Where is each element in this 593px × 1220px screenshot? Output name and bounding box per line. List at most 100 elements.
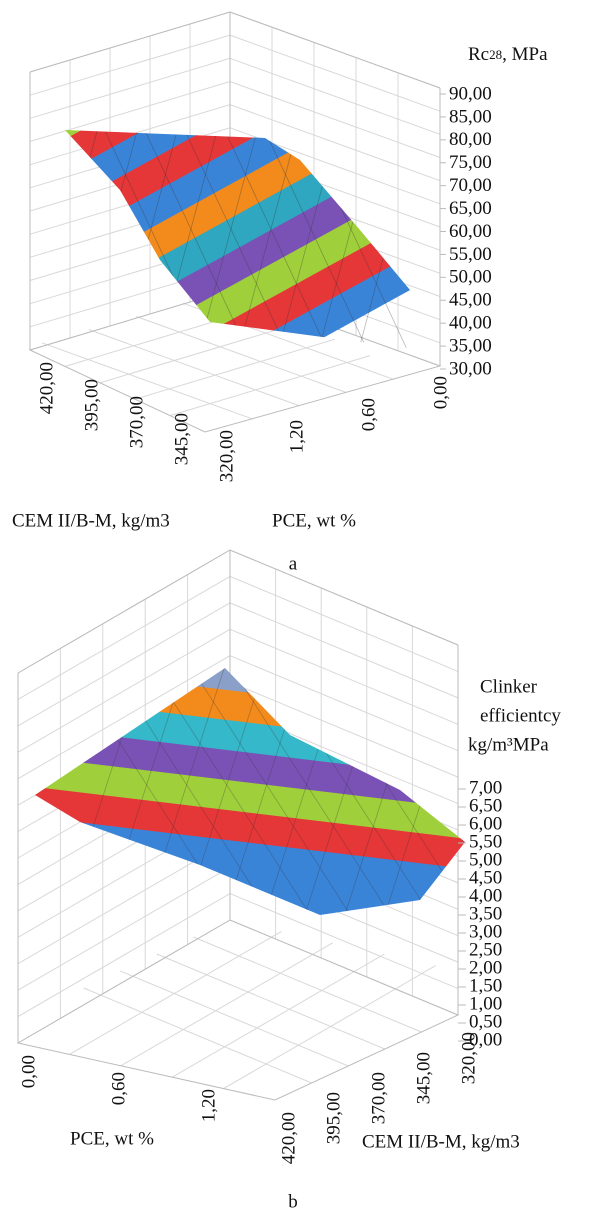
z-tick-label: 2,00 <box>469 957 502 978</box>
grid-line <box>134 338 336 400</box>
x-tick-label: 420,00 <box>36 362 57 414</box>
z-tick-label: 1,00 <box>469 993 502 1014</box>
surface-band <box>65 130 440 352</box>
z-tick-label: 0,50 <box>469 1011 502 1032</box>
mesh-line <box>139 130 281 352</box>
z-axis-title: efficientcy <box>480 705 561 726</box>
surface-band <box>65 130 440 352</box>
z-tick-label: 4,50 <box>469 867 502 888</box>
z-tick-label: 5,50 <box>469 831 502 852</box>
surface-band <box>35 724 465 851</box>
grid-line <box>17 549 459 674</box>
x-tick-label: 0,60 <box>108 1072 129 1105</box>
z-axis-title: Rc28, MPa <box>468 44 548 65</box>
z-axis-title-part: Rc <box>468 44 489 65</box>
grid-line <box>41 342 253 420</box>
mesh-line <box>99 130 241 352</box>
grid-line <box>135 315 347 393</box>
z-tick-label: 7,00 <box>469 777 502 798</box>
z-axis-title-part: 28 <box>489 47 502 62</box>
y-tick-label: 370,00 <box>368 1072 389 1124</box>
surface-band <box>65 173 440 352</box>
grid-line <box>120 970 349 1067</box>
z-tick-label: 50,00 <box>449 267 492 288</box>
z-tick-label: 90,00 <box>449 83 492 104</box>
x-axis-title: CEM II/B-M, kg/m3 <box>12 510 170 531</box>
grid-line <box>17 919 459 1044</box>
x-tick-label: 345,00 <box>171 413 192 465</box>
z-tick-label: 6,00 <box>469 813 502 834</box>
x-tick-label: 320,00 <box>216 430 237 482</box>
mesh-line <box>139 130 221 352</box>
grid-line <box>156 953 385 1050</box>
grid-line <box>83 987 312 1084</box>
surface-band <box>65 139 440 352</box>
z-tick-label: 35,00 <box>449 335 492 356</box>
grid-line <box>17 575 459 700</box>
z-tick-label: 2,50 <box>469 939 502 960</box>
z-tick-label: 70,00 <box>449 175 492 196</box>
z-tick-label: 40,00 <box>449 313 492 334</box>
z-tick-label: 3,50 <box>469 903 502 924</box>
surface-band <box>65 130 440 352</box>
y-tick-label: 395,00 <box>323 1092 344 1144</box>
z-tick-label: 1,50 <box>469 975 502 996</box>
panel-label: b <box>288 1191 298 1212</box>
mesh-line <box>179 668 361 915</box>
mesh-line <box>179 130 261 352</box>
z-axis-title: kg/m³MPa <box>468 734 549 755</box>
mesh-line <box>219 130 361 352</box>
z-axis-title: Clinker <box>480 676 538 697</box>
x-tick-label: 0,00 <box>18 1055 39 1088</box>
x-tick-label: 370,00 <box>126 396 147 448</box>
surface-band <box>35 754 465 881</box>
z-tick-label: 5,00 <box>469 849 502 870</box>
surface-band <box>35 784 465 911</box>
z-tick-label: 45,00 <box>449 290 492 311</box>
z-tick-label: 85,00 <box>449 106 492 127</box>
grid-line <box>171 953 385 1078</box>
z-axis-title-part: , MPa <box>502 44 548 65</box>
z-tick-label: 65,00 <box>449 198 492 219</box>
y-tick-label: 420,00 <box>278 1112 299 1164</box>
z-tick-label: 30,00 <box>449 358 492 379</box>
z-tick-label: 3,00 <box>469 921 502 942</box>
grid-line <box>223 965 436 1090</box>
z-tick-label: 75,00 <box>449 152 492 173</box>
floor <box>16 919 460 1101</box>
y-tick-label: 0,60 <box>358 398 379 431</box>
mesh-line <box>65 130 101 352</box>
surface-band <box>35 694 465 821</box>
x-axis-title: PCE, wt % <box>70 1128 154 1149</box>
grid-line <box>99 322 301 384</box>
mesh-line <box>179 130 321 352</box>
z-tick-label: 4,00 <box>469 885 502 906</box>
grid-line <box>69 930 282 1055</box>
y-axis-title: CEM II/B-M, kg/m3 <box>362 1131 520 1152</box>
panel-label: a <box>289 553 298 574</box>
grid-line <box>193 936 422 1033</box>
mesh-line <box>219 668 401 915</box>
frame-top <box>29 11 441 89</box>
y-tick-label: 320,00 <box>458 1032 479 1084</box>
z-tick-label: 6,50 <box>469 795 502 816</box>
mesh-line <box>219 130 301 352</box>
z-tick-label: 0,00 <box>469 1029 502 1050</box>
mesh-line <box>259 130 401 352</box>
x-tick-label: 1,20 <box>198 1089 219 1122</box>
grid-line <box>120 942 334 1067</box>
z-tick-label: 55,00 <box>449 244 492 265</box>
surface-band <box>65 130 440 352</box>
y-tick-label: 345,00 <box>413 1052 434 1104</box>
grid-line <box>169 355 371 417</box>
grid-line <box>88 329 300 407</box>
frame-top <box>17 549 459 674</box>
y-tick-label: 1,20 <box>286 420 307 453</box>
z-tick-label: 80,00 <box>449 129 492 150</box>
y-tick-label: 0,00 <box>430 376 451 409</box>
surface-band <box>35 668 465 731</box>
y-axis-title: PCE, wt % <box>272 510 356 531</box>
x-tick-label: 395,00 <box>81 379 102 431</box>
